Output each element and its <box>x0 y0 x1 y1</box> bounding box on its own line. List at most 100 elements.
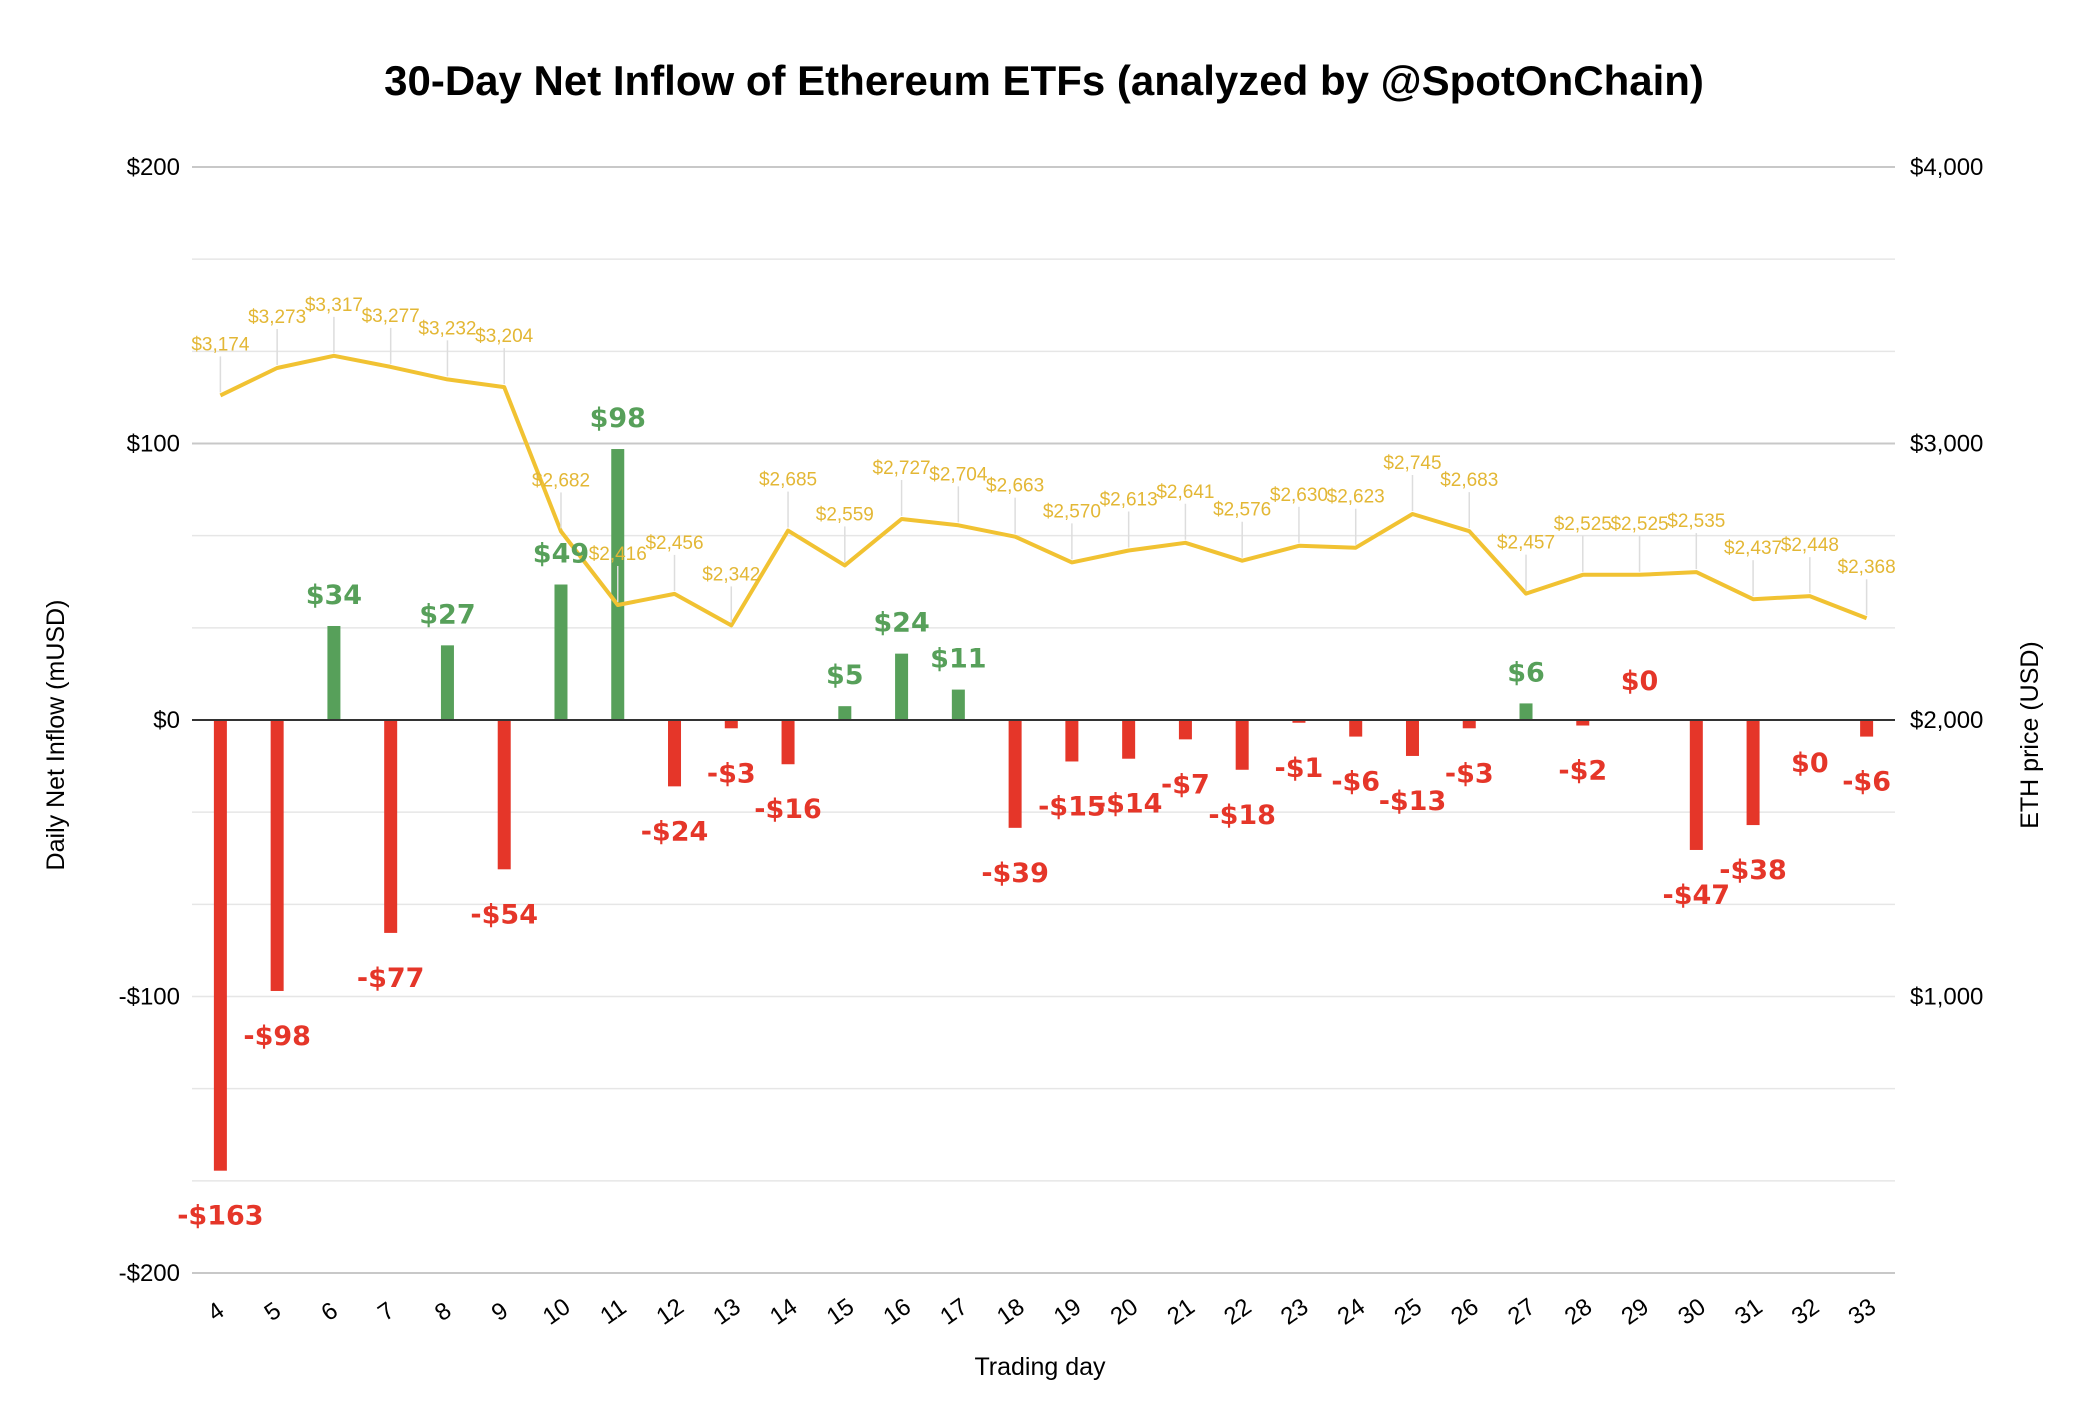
price-label: $2,663 <box>986 476 1044 497</box>
inflow-bar <box>1519 703 1533 720</box>
price-label: $2,457 <box>1497 533 1555 554</box>
inflow-bar <box>213 720 227 1171</box>
x-axis-ticks: 4 5 6 7 8 9 10 11 12 13 14 15 16 17 18 19 20 21 22 23 24 25 26… <box>203 1293 1881 1330</box>
bar-value-label: $34 <box>306 580 362 611</box>
y2-axis-title: ETH price (USD) <box>2016 641 2044 829</box>
bar-value-label: -$3 <box>1445 758 1494 789</box>
bar-value-label: $98 <box>590 403 646 434</box>
bar-value-label: -$77 <box>357 963 425 994</box>
right-axis-tick-label: $1,000 <box>1910 984 1983 1011</box>
bar-value-label: -$98 <box>243 1021 311 1052</box>
inflow-bars <box>213 449 1874 1171</box>
inflow-bar <box>1860 720 1874 737</box>
right-axis-tick-label: $4,000 <box>1910 154 1983 181</box>
price-label: $2,368 <box>1838 557 1896 578</box>
x-tick-label: 9 <box>487 1297 513 1327</box>
bar-value-label: -$3 <box>707 758 756 789</box>
y-axis-title: Daily Net Inflow (mUSD) <box>42 600 70 871</box>
price-label: $2,437 <box>1724 538 1782 559</box>
x-tick-label: 27 <box>1503 1293 1540 1330</box>
price-label: $2,704 <box>929 464 988 485</box>
bar-value-label: $11 <box>930 644 986 675</box>
inflow-bar <box>384 720 398 933</box>
inflow-bar <box>1405 720 1419 756</box>
bar-value-label: -$14 <box>1095 789 1163 820</box>
bar-value-label: -$18 <box>1208 800 1276 831</box>
x-tick-label: 20 <box>1106 1293 1143 1330</box>
x-tick-label: 7 <box>373 1297 399 1327</box>
x-tick-label: 25 <box>1390 1293 1427 1330</box>
bar-value-label: -$13 <box>1379 786 1447 817</box>
price-label: $2,630 <box>1270 485 1328 506</box>
right-axis-ticks: $4,000 $3,000 $2,000 $1,000 <box>1910 154 1983 1011</box>
x-tick-label: 31 <box>1730 1293 1767 1330</box>
bar-value-label: $5 <box>826 660 864 691</box>
inflow-bar <box>1689 720 1703 850</box>
price-label: $2,641 <box>1156 482 1214 503</box>
price-label: $2,570 <box>1043 501 1101 522</box>
bar-value-label: -$39 <box>981 858 1049 889</box>
inflow-bar <box>895 653 909 720</box>
inflow-bar <box>440 645 454 720</box>
bar-value-label: -$163 <box>177 1201 263 1232</box>
inflow-bar <box>327 625 341 720</box>
left-axis-ticks: $200 $100 $0 -$100 -$200 <box>119 154 180 1287</box>
price-label: $2,535 <box>1667 511 1725 532</box>
right-axis-tick-label: $3,000 <box>1910 431 1983 458</box>
price-label: $3,273 <box>248 307 306 328</box>
x-tick-label: 21 <box>1162 1293 1199 1330</box>
price-label: $2,745 <box>1383 453 1441 474</box>
price-label: $3,277 <box>362 306 420 327</box>
bar-value-label: -$16 <box>754 794 822 825</box>
x-tick-label: 32 <box>1787 1293 1824 1330</box>
inflow-bar-labels: -$163 -$98 $34 -$77 $27 -$54 $49 $98 -$24 -$3 -$16… <box>177 403 1891 1232</box>
x-tick-label: 26 <box>1446 1293 1483 1330</box>
price-label: $2,525 <box>1554 514 1612 535</box>
x-tick-label: 24 <box>1333 1293 1370 1330</box>
price-label: $3,232 <box>418 318 476 339</box>
price-label: $2,685 <box>759 470 817 491</box>
bar-value-label: -$6 <box>1331 767 1380 798</box>
x-tick-label: 4 <box>203 1297 229 1327</box>
bar-value-label: -$54 <box>470 899 538 930</box>
price-label: $2,727 <box>873 458 931 479</box>
price-label: $2,683 <box>1440 470 1498 491</box>
bar-value-label: -$47 <box>1663 880 1731 911</box>
x-tick-label: 6 <box>316 1297 342 1327</box>
bar-value-label: $49 <box>533 539 589 570</box>
x-tick-label: 14 <box>765 1293 802 1330</box>
inflow-bar <box>838 706 852 720</box>
bar-value-label: -$7 <box>1161 769 1210 800</box>
inflow-bar <box>1462 720 1476 729</box>
inflow-bar <box>497 720 511 870</box>
inflow-bar <box>668 720 682 787</box>
bar-value-label: -$6 <box>1842 767 1891 798</box>
right-axis-tick-label: $2,000 <box>1910 707 1983 734</box>
inflow-bar <box>1292 720 1306 723</box>
bar-value-label: -$1 <box>1275 753 1324 784</box>
x-tick-label: 13 <box>708 1293 745 1330</box>
price-label: $2,623 <box>1327 487 1385 508</box>
left-axis-tick-label: $0 <box>153 707 180 734</box>
bar-value-label: $0 <box>1791 748 1829 779</box>
x-axis-title: Trading day <box>974 1353 1106 1381</box>
bar-value-label: -$38 <box>1719 855 1787 886</box>
gridlines <box>192 166 1895 1274</box>
x-tick-label: 30 <box>1673 1293 1710 1330</box>
left-axis-tick-label: $100 <box>127 431 180 458</box>
x-tick-label: 12 <box>652 1293 689 1330</box>
price-label: $3,174 <box>191 334 250 355</box>
chart-title: 30-Day Net Inflow of Ethereum ETFs (anal… <box>384 57 1704 104</box>
price-label: $2,342 <box>702 564 760 585</box>
x-tick-label: 5 <box>260 1297 286 1327</box>
inflow-bar <box>1122 720 1136 759</box>
x-tick-label: 17 <box>935 1293 972 1330</box>
inflow-bar <box>1178 720 1192 740</box>
x-tick-label: 8 <box>430 1297 456 1327</box>
bar-value-label: -$2 <box>1558 756 1607 787</box>
inflow-bar <box>951 689 965 720</box>
bar-value-label: $6 <box>1507 657 1545 688</box>
price-label: $2,448 <box>1781 535 1839 556</box>
x-tick-label: 11 <box>595 1294 631 1330</box>
